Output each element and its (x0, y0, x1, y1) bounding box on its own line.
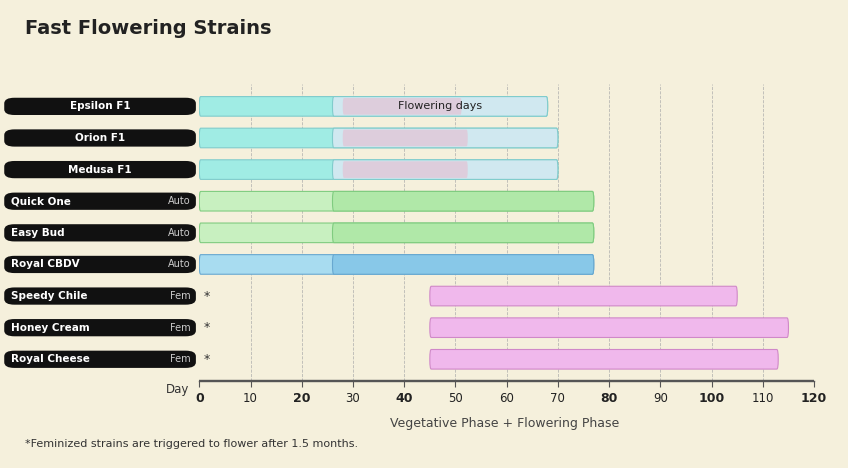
Text: *: * (204, 290, 209, 302)
FancyBboxPatch shape (332, 191, 594, 211)
Text: Fast Flowering Strains: Fast Flowering Strains (25, 19, 272, 38)
FancyBboxPatch shape (199, 223, 594, 242)
Text: Fem: Fem (170, 322, 191, 333)
Text: Auto: Auto (168, 196, 191, 206)
Text: Honey Cream: Honey Cream (11, 322, 90, 333)
FancyBboxPatch shape (199, 128, 558, 148)
Text: Flowering days: Flowering days (398, 102, 483, 111)
FancyBboxPatch shape (332, 96, 548, 116)
FancyBboxPatch shape (199, 96, 548, 116)
Text: Vegetative Phase + Flowering Phase: Vegetative Phase + Flowering Phase (390, 417, 619, 430)
Text: Easy Bud: Easy Bud (11, 228, 64, 238)
FancyBboxPatch shape (332, 160, 558, 179)
Text: Auto: Auto (168, 259, 191, 270)
FancyBboxPatch shape (343, 130, 468, 146)
Text: Day: Day (165, 383, 189, 396)
Text: *: * (204, 353, 209, 366)
Text: Medusa F1: Medusa F1 (68, 165, 132, 175)
FancyBboxPatch shape (430, 286, 737, 306)
Text: Epsilon F1: Epsilon F1 (70, 102, 131, 111)
FancyBboxPatch shape (199, 160, 558, 179)
FancyBboxPatch shape (430, 318, 789, 337)
Text: Speedy Chile: Speedy Chile (11, 291, 87, 301)
FancyBboxPatch shape (199, 191, 594, 211)
Text: *Feminized strains are triggered to flower after 1.5 months.: *Feminized strains are triggered to flow… (25, 439, 359, 449)
FancyBboxPatch shape (332, 223, 594, 242)
FancyBboxPatch shape (332, 128, 558, 148)
Text: Royal Cheese: Royal Cheese (11, 354, 90, 364)
FancyBboxPatch shape (343, 161, 468, 178)
Text: *: * (204, 321, 209, 334)
FancyBboxPatch shape (430, 350, 778, 369)
Text: Royal CBDV: Royal CBDV (11, 259, 80, 270)
FancyBboxPatch shape (199, 255, 594, 274)
Text: Orion F1: Orion F1 (75, 133, 126, 143)
Text: Auto: Auto (168, 228, 191, 238)
Text: Fem: Fem (170, 291, 191, 301)
FancyBboxPatch shape (332, 255, 594, 274)
Text: Quick One: Quick One (11, 196, 71, 206)
Text: Fem: Fem (170, 354, 191, 364)
FancyBboxPatch shape (343, 98, 461, 115)
